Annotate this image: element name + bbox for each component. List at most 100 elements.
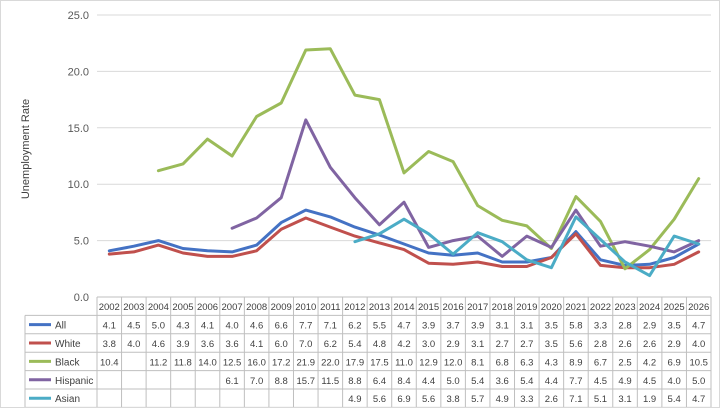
data-label: 4.4	[545, 376, 558, 387]
data-label: 5.6	[422, 394, 435, 405]
data-label: 3.3	[520, 394, 533, 405]
data-label: 2.9	[668, 339, 681, 350]
data-label: 7.7	[299, 321, 312, 332]
legend-label: All	[55, 321, 66, 332]
data-label: 4.0	[127, 339, 140, 350]
data-label: 2.9	[643, 321, 656, 332]
legend-label: White	[55, 339, 81, 350]
data-label: 5.0	[447, 376, 460, 387]
data-label: 3.0	[422, 339, 435, 350]
data-label: 6.2	[348, 321, 361, 332]
x-tick-label: 2005	[172, 302, 193, 313]
data-label: 10.4	[100, 357, 119, 368]
data-label: 4.5	[594, 376, 607, 387]
x-tick-label: 2002	[99, 302, 120, 313]
data-label: 4.1	[201, 321, 214, 332]
data-label: 3.8	[447, 394, 460, 405]
data-label: 2.8	[594, 339, 607, 350]
data-label: 4.3	[176, 321, 189, 332]
x-tick-label: 2013	[369, 302, 390, 313]
data-label: 4.6	[152, 339, 165, 350]
data-label: 12.5	[223, 357, 242, 368]
data-label: 5.6	[569, 339, 582, 350]
data-label: 8.1	[471, 357, 484, 368]
data-label: 2.6	[545, 394, 558, 405]
x-tick-label: 2014	[393, 302, 414, 313]
data-label: 5.7	[471, 394, 484, 405]
data-label: 5.5	[373, 321, 386, 332]
data-label: 4.3	[545, 357, 558, 368]
data-label: 1.9	[643, 394, 656, 405]
data-label: 3.8	[103, 339, 116, 350]
data-label: 4.0	[668, 376, 681, 387]
data-label: 6.9	[397, 394, 410, 405]
y-tick-label: 5.0	[74, 236, 89, 248]
legend-label: Hispanic	[55, 376, 93, 387]
data-label: 3.1	[520, 321, 533, 332]
data-label: 17.2	[272, 357, 291, 368]
data-label: 4.0	[692, 339, 705, 350]
data-label: 3.1	[496, 321, 509, 332]
y-tick-label: 25.0	[68, 10, 89, 22]
data-label: 11.2	[150, 357, 168, 368]
data-label: 4.7	[692, 321, 705, 332]
data-label: 7.7	[569, 376, 582, 387]
x-tick-label: 2003	[123, 302, 144, 313]
data-label: 3.5	[545, 321, 558, 332]
data-label: 3.9	[422, 321, 435, 332]
data-label: 4.0	[225, 321, 238, 332]
data-label: 7.0	[250, 376, 263, 387]
data-label: 4.1	[250, 339, 263, 350]
data-label: 4.5	[643, 376, 656, 387]
data-label: 2.6	[643, 339, 656, 350]
data-label: 2.9	[447, 339, 460, 350]
data-label: 6.8	[496, 357, 509, 368]
data-label: 8.9	[569, 357, 582, 368]
data-label: 5.8	[569, 321, 582, 332]
data-label: 6.0	[275, 339, 288, 350]
y-tick-label: 20.0	[68, 66, 89, 78]
data-label: 2.6	[618, 339, 631, 350]
x-tick-label: 2017	[467, 302, 488, 313]
data-label: 6.4	[373, 376, 386, 387]
data-label: 5.0	[692, 376, 705, 387]
x-tick-label: 2008	[246, 302, 267, 313]
data-label: 5.6	[373, 394, 386, 405]
x-tick-label: 2010	[295, 302, 316, 313]
data-label: 8.4	[397, 376, 410, 387]
x-tick-label: 2015	[418, 302, 439, 313]
data-label: 22.0	[321, 357, 340, 368]
data-label: 2.7	[520, 339, 533, 350]
data-label: 11.5	[321, 376, 339, 387]
data-label: 4.9	[496, 394, 509, 405]
data-label: 3.5	[545, 339, 558, 350]
data-label: 6.2	[324, 339, 337, 350]
data-label: 3.6	[496, 376, 509, 387]
x-tick-label: 2011	[320, 302, 340, 313]
data-label: 12.0	[444, 357, 463, 368]
data-label: 6.9	[668, 357, 681, 368]
x-tick-label: 2018	[492, 302, 513, 313]
data-label: 3.1	[618, 394, 631, 405]
x-tick-label: 2016	[443, 302, 464, 313]
data-label: 11.0	[395, 357, 413, 368]
y-tick-label: 0.0	[74, 292, 89, 304]
data-label: 21.9	[297, 357, 316, 368]
x-tick-label: 2022	[590, 302, 611, 313]
data-label: 4.9	[348, 394, 361, 405]
x-tick-label: 2019	[516, 302, 537, 313]
data-label: 4.6	[250, 321, 263, 332]
data-label: 4.5	[127, 321, 140, 332]
x-tick-label: 2007	[222, 302, 243, 313]
x-tick-label: 2012	[344, 302, 365, 313]
x-tick-label: 2004	[148, 302, 169, 313]
x-tick-label: 2006	[197, 302, 218, 313]
series-line-asian	[353, 215, 701, 278]
series-line-white	[107, 216, 701, 270]
data-label: 14.0	[198, 357, 217, 368]
data-label: 4.4	[422, 376, 435, 387]
x-tick-label: 2009	[271, 302, 292, 313]
data-label: 5.4	[471, 376, 484, 387]
data-label: 7.1	[324, 321, 337, 332]
